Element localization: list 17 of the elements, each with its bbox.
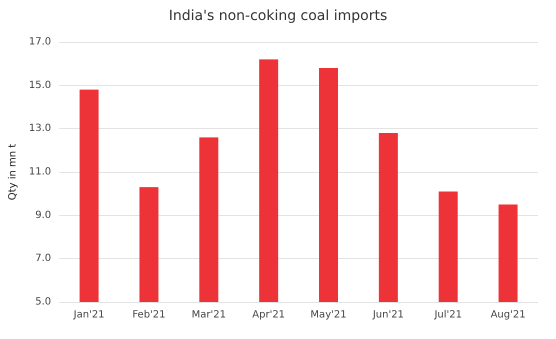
x-tick-label: May'21 bbox=[310, 310, 347, 320]
x-tick-label: Jun'21 bbox=[372, 310, 404, 320]
x-tick-label: Jan'21 bbox=[72, 310, 105, 320]
y-tick-label: 9.0 bbox=[35, 210, 52, 221]
y-axis-title: Qty in mn t bbox=[8, 144, 18, 200]
y-tick-label: 5.0 bbox=[35, 296, 52, 308]
x-tick-label: Aug'21 bbox=[490, 310, 526, 320]
y-tick-label: 11.0 bbox=[28, 166, 52, 178]
chart-title: India's non-coking coal imports bbox=[168, 8, 388, 24]
y-tick-label: 13.0 bbox=[28, 123, 52, 134]
y-tick-label: 17.0 bbox=[28, 36, 52, 48]
y-tick-label: 7.0 bbox=[35, 253, 52, 264]
x-tick-label: Mar'21 bbox=[192, 310, 226, 320]
x-tick-label: Apr'21 bbox=[252, 310, 286, 320]
y-tick-label: 15.0 bbox=[28, 80, 52, 91]
x-tick-label: Feb'21 bbox=[132, 310, 166, 320]
x-tick-label: Jul'21 bbox=[433, 310, 462, 320]
